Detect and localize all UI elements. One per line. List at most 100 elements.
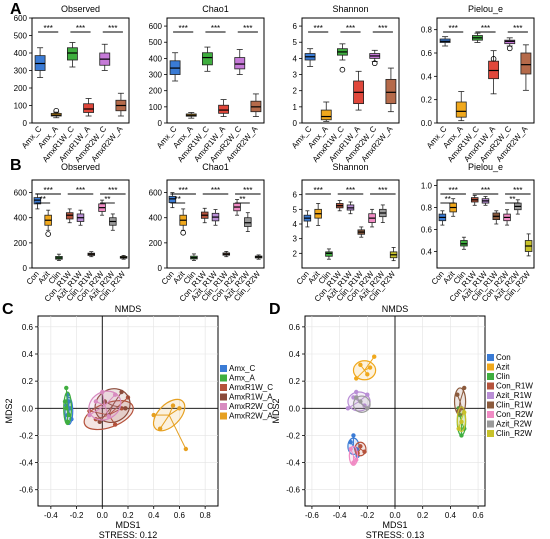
spider-line bbox=[459, 387, 465, 402]
spider-line bbox=[364, 356, 375, 371]
y-tick-label: 200 bbox=[14, 239, 28, 248]
plot-frame bbox=[31, 17, 130, 124]
sig-label: *** bbox=[211, 24, 220, 33]
legend-swatch bbox=[487, 354, 494, 361]
legend-swatch bbox=[487, 420, 494, 428]
y-tick-label: 100 bbox=[14, 102, 28, 111]
y-tick-label: 0.6 bbox=[421, 49, 433, 58]
sig-label: *** bbox=[243, 24, 252, 33]
y-tick-label: 0.4 bbox=[289, 350, 301, 359]
chart-A-pielou_e: Pielou_e0.00.20.40.60.8Amx_CAmx_AAmxR1W_… bbox=[421, 4, 535, 164]
box-Clin_R1W bbox=[492, 210, 501, 225]
box-AmxR1W_A bbox=[218, 99, 229, 117]
plot-frame bbox=[301, 17, 400, 124]
y-tick-label: 0.2 bbox=[289, 377, 301, 386]
box-Clin_R1W bbox=[222, 251, 231, 258]
y-tick-label: 0 bbox=[293, 119, 298, 128]
y-tick-label: 0.4 bbox=[22, 350, 34, 359]
sample-point bbox=[112, 422, 118, 427]
sample-point bbox=[97, 419, 102, 425]
box-Azit_R1W bbox=[346, 201, 355, 215]
legend-swatch bbox=[220, 393, 227, 401]
sample-point bbox=[372, 354, 377, 359]
box-Amx_C bbox=[34, 47, 46, 78]
legend-swatch bbox=[487, 382, 494, 390]
legend-label: Amx_C bbox=[229, 364, 255, 373]
x-tick-label: -0.2 bbox=[360, 511, 374, 520]
plot-frame bbox=[166, 17, 265, 124]
legend-label: Con_R1W bbox=[496, 382, 533, 391]
y-tick-label: 200 bbox=[149, 87, 163, 96]
sig-label: *** bbox=[76, 24, 85, 33]
outlier-point bbox=[371, 60, 378, 67]
box-Clin_R1W bbox=[87, 251, 96, 258]
box-AmxR2W_C bbox=[369, 49, 381, 63]
x-tick-label: 0.0 bbox=[97, 511, 109, 520]
chart-A-observed: Observed0100200300400500600Amx_CAmx_AAmx… bbox=[14, 4, 130, 164]
sample-point bbox=[462, 410, 467, 415]
box-AmxR2W_A bbox=[385, 67, 397, 113]
outlier-point bbox=[339, 66, 346, 73]
box-body bbox=[67, 47, 78, 61]
box-Azit_R2W bbox=[244, 212, 252, 232]
box-Amx_A bbox=[455, 91, 467, 122]
box-Amx_C bbox=[439, 36, 451, 47]
y-tick-label: 0.6 bbox=[421, 226, 433, 235]
sample-point bbox=[170, 403, 176, 408]
y-tick-label: 400 bbox=[14, 49, 28, 58]
spider-line bbox=[101, 391, 106, 406]
sample-point bbox=[367, 365, 373, 370]
chart-A-shannon: Shannon0123456Amx_CAmx_AAmxR1W_CAmxR1W_A… bbox=[290, 4, 400, 164]
y-tick-label: 0 bbox=[158, 119, 163, 128]
y-tick-label: 0.2 bbox=[421, 96, 433, 105]
plot-frame bbox=[166, 179, 265, 269]
sample-point bbox=[157, 426, 163, 431]
y-tick-label: 400 bbox=[149, 54, 163, 63]
chart-title: Chao1 bbox=[202, 4, 229, 14]
y-axis-label: MDS2 bbox=[4, 398, 14, 423]
sig-label: *** bbox=[43, 24, 52, 33]
y-tick-label: 1.0 bbox=[421, 182, 433, 191]
box-Amx_C bbox=[169, 52, 181, 82]
box-Amx_A bbox=[185, 112, 197, 119]
chart-B-chao1: Chao10200400600ConAzitClinCon_R1WAzit_R1… bbox=[149, 162, 265, 304]
box-Clin_R1W bbox=[357, 226, 366, 238]
box-AmxR1W_C bbox=[202, 46, 213, 72]
sig-label: ** bbox=[104, 195, 110, 204]
sig-label: *** bbox=[178, 186, 187, 195]
y-tick-label: 500 bbox=[149, 38, 163, 47]
box-Con_R1W bbox=[200, 207, 209, 224]
x-axis-label: MDS1 bbox=[115, 520, 140, 530]
x-tick-label: 0.2 bbox=[417, 511, 429, 520]
sample-point bbox=[64, 406, 69, 411]
nmds-title: NMDS bbox=[382, 304, 409, 314]
sample-point bbox=[62, 399, 68, 404]
sample-point bbox=[351, 460, 356, 465]
sample-point bbox=[365, 406, 370, 411]
chart-B-pielou_e: Pielou_e0.40.60.81.0ConAzitClinCon_R1WAz… bbox=[421, 162, 535, 304]
y-axis-label: MDS2 bbox=[271, 398, 281, 423]
x-tick-label: 0.2 bbox=[122, 511, 134, 520]
box-Amx_C bbox=[304, 48, 316, 67]
panel-C: C NMDS -0.4 -0.2 0.0 0.2 0.4 0.6 0.8 -0.6 -0.4 -0.2… bbox=[2, 301, 273, 539]
y-tick-label: 6 bbox=[293, 22, 298, 31]
legend-label: AmxR1W_C bbox=[229, 383, 273, 392]
sample-point bbox=[354, 389, 359, 395]
y-tick-label: 200 bbox=[14, 84, 28, 93]
legend-label: AmxR2W_C bbox=[229, 402, 273, 411]
legend-swatch bbox=[220, 374, 227, 382]
sig-label: *** bbox=[243, 186, 252, 195]
sig-label: *** bbox=[108, 24, 117, 33]
legend-label: Azit_R2W bbox=[496, 420, 532, 429]
sig-label: ** bbox=[445, 195, 451, 204]
group-AmxR2W_C bbox=[87, 389, 122, 421]
chart-title: Shannon bbox=[332, 162, 368, 172]
y-tick-label: 400 bbox=[14, 214, 28, 223]
sample-point bbox=[358, 399, 363, 404]
y-tick-label: 500 bbox=[14, 32, 28, 41]
x-tick-label: -0.2 bbox=[70, 511, 84, 520]
group-Clin_R2W bbox=[456, 406, 467, 432]
y-tick-label: 4 bbox=[293, 220, 298, 229]
box-Clin bbox=[460, 236, 468, 250]
y-tick-label: 2 bbox=[293, 87, 298, 96]
